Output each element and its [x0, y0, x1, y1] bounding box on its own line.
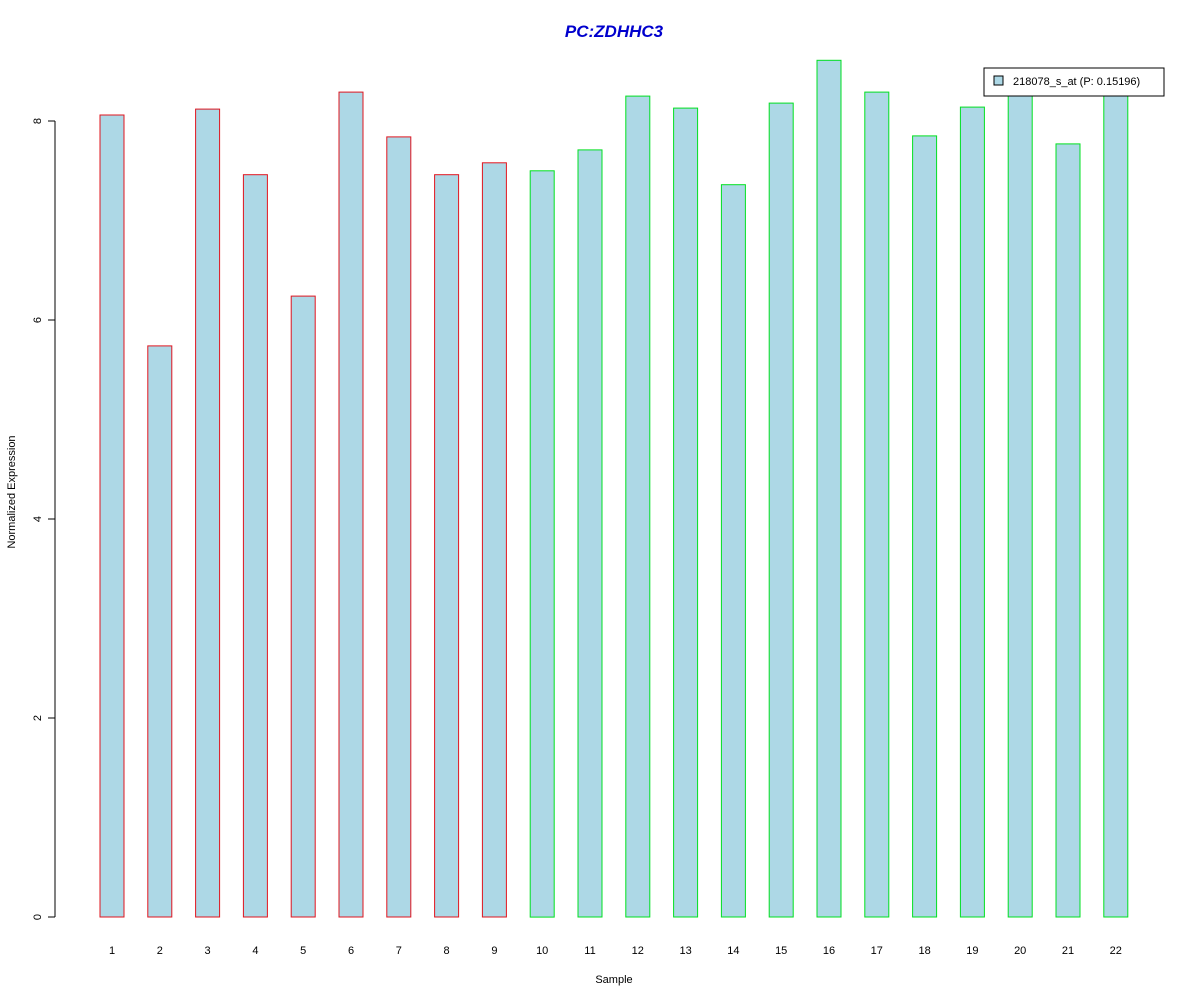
bar-sample-5 [290, 295, 316, 918]
y-tick-label: 2 [32, 715, 44, 721]
bars-group [99, 59, 1129, 918]
x-tick-label: 11 [584, 945, 595, 957]
bar-sample-9 [481, 162, 507, 918]
legend-swatch [993, 75, 1004, 86]
x-tick-label: 15 [775, 945, 787, 957]
y-tick-label: 4 [32, 516, 44, 522]
x-tick-label: 17 [871, 945, 883, 957]
bar-sample-18 [912, 135, 938, 918]
bar-sample-3 [195, 108, 221, 918]
x-tick-label: 20 [1014, 945, 1026, 957]
legend-box [983, 67, 1165, 97]
x-tick-label: 10 [536, 945, 548, 957]
x-tick-label: 2 [157, 945, 163, 957]
bar-sample-4 [242, 174, 268, 918]
x-tick-label: 19 [966, 945, 978, 957]
x-tick-label: 9 [491, 945, 497, 957]
legend: 218078_s_at (P: 0.15196) [983, 67, 1165, 97]
bar-sample-20 [1007, 91, 1033, 918]
bar-sample-21 [1055, 143, 1081, 918]
bar-sample-1 [99, 114, 125, 918]
y-axis-label: Normalized Expression [6, 435, 18, 548]
bar-sample-13 [673, 107, 699, 918]
x-tick-label: 8 [444, 945, 450, 957]
bar-sample-2 [147, 345, 173, 918]
x-tick-label: 21 [1062, 945, 1074, 957]
bar-sample-22 [1103, 91, 1129, 918]
y-tick-label: 8 [32, 118, 44, 124]
bar-sample-14 [720, 184, 746, 918]
bar-sample-15 [768, 102, 794, 918]
y-tick-label: 6 [32, 317, 44, 323]
bar-sample-10 [529, 170, 555, 918]
bar-sample-12 [625, 95, 651, 918]
x-tick-labels: 1 2 3 4 5 6 7 8 9 10 11 12 13 14 15 16 17 18 19 20 21 22 [109, 945, 1122, 957]
x-tick-label: 4 [252, 945, 258, 957]
x-tick-label: 3 [205, 945, 211, 957]
x-tick-label: 1 [109, 945, 115, 957]
bar-sample-16 [816, 59, 842, 918]
x-axis-label: Sample [595, 974, 632, 986]
chart-title: PC:ZDHHC3 [565, 22, 664, 41]
x-tick-label: 22 [1110, 945, 1122, 957]
x-tick-label: 13 [679, 945, 691, 957]
bar-sample-19 [959, 106, 985, 918]
x-tick-label: 7 [396, 945, 402, 957]
bar-sample-6 [338, 91, 364, 918]
x-tick-label: 6 [348, 945, 354, 957]
bar-sample-11 [577, 149, 603, 918]
legend-label: 218078_s_at (P: 0.15196) [1013, 76, 1140, 88]
x-tick-label: 12 [632, 945, 644, 957]
bar-sample-8 [434, 174, 460, 918]
bar-sample-7 [386, 136, 412, 918]
x-tick-label: 16 [823, 945, 835, 957]
x-tick-label: 14 [727, 945, 739, 957]
y-axis: 0 2 4 6 8 [32, 118, 56, 920]
x-tick-label: 5 [300, 945, 306, 957]
y-tick-label: 0 [32, 914, 44, 920]
bar-sample-17 [864, 91, 890, 918]
x-tick-label: 18 [918, 945, 930, 957]
